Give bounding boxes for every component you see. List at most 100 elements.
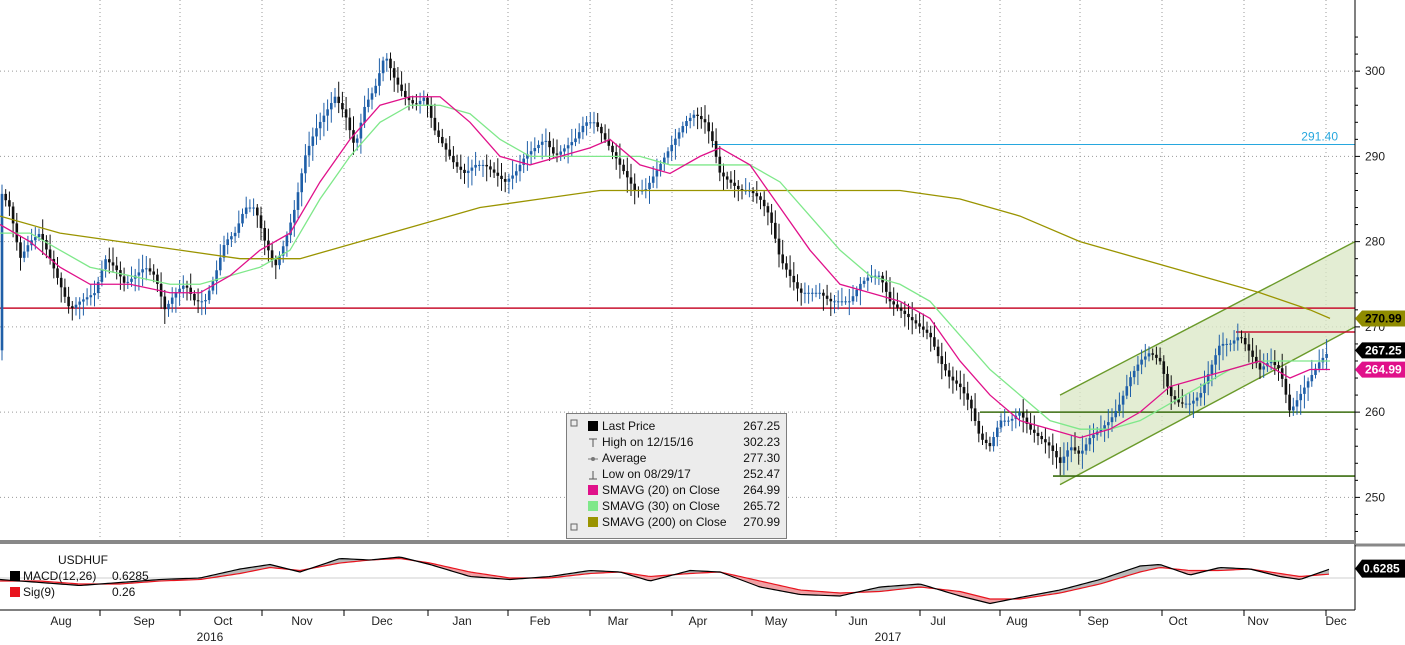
macd-histogram-fill bbox=[477, 573, 480, 578]
price-bar-body bbox=[378, 73, 381, 86]
channel-upper-line bbox=[1059, 241, 1356, 396]
panel-separator bbox=[0, 540, 1355, 544]
macd-histogram-fill bbox=[753, 579, 756, 586]
price-bar-body bbox=[515, 171, 518, 176]
macd-histogram-fill bbox=[828, 592, 831, 596]
price-bar-body bbox=[618, 158, 622, 165]
price-bar-body bbox=[1144, 356, 1147, 360]
price-bar-body bbox=[300, 173, 303, 193]
price-bar-body bbox=[452, 155, 455, 163]
price-bar-body bbox=[1070, 447, 1073, 451]
macd-histogram-fill bbox=[810, 590, 813, 595]
channel-lower-line bbox=[1059, 326, 1356, 486]
price-bar-body bbox=[848, 301, 851, 303]
price-bar-body bbox=[352, 130, 355, 143]
price-bar-body bbox=[910, 317, 914, 321]
price-bar-body bbox=[1288, 394, 1291, 411]
price-bar-body bbox=[1021, 412, 1025, 418]
price-bar-body bbox=[259, 215, 263, 228]
price-bar-body bbox=[496, 172, 500, 176]
legend-row-sma20: SMAVG (20) on Close 264.99 bbox=[567, 482, 786, 498]
price-bar-body bbox=[333, 96, 337, 104]
macd-histogram-fill bbox=[759, 580, 762, 588]
macd-histogram-fill bbox=[786, 586, 789, 593]
trend-channel bbox=[1059, 241, 1356, 486]
macd-histogram-fill bbox=[342, 558, 345, 563]
price-bar-body bbox=[389, 58, 392, 69]
macd-histogram-fill bbox=[903, 585, 906, 589]
price-bar-body bbox=[193, 293, 196, 301]
price-bar-body bbox=[533, 148, 537, 152]
price-bar-body bbox=[840, 301, 844, 303]
price-bar-body bbox=[677, 132, 681, 139]
price-bar-body bbox=[503, 178, 507, 182]
price-bar-body bbox=[307, 145, 311, 156]
price-bar-body bbox=[648, 182, 651, 190]
price-bar-body bbox=[955, 380, 958, 384]
price-bar-body bbox=[707, 122, 710, 132]
price-bar-body bbox=[681, 126, 685, 133]
price-bar-body bbox=[1277, 365, 1280, 369]
macd-histogram-fill bbox=[1122, 571, 1125, 578]
macd-histogram-fill bbox=[879, 586, 882, 592]
price-bar-body bbox=[278, 255, 281, 266]
price-bar-body bbox=[85, 297, 89, 300]
price-bar-body bbox=[441, 136, 444, 144]
price-bar-body bbox=[0, 193, 4, 351]
last-value-tag: 264.99 bbox=[1355, 361, 1405, 378]
price-bar-body bbox=[1269, 361, 1273, 364]
last-value-tag-bg bbox=[1355, 342, 1405, 359]
price-bar-body bbox=[1051, 445, 1055, 452]
macd-histogram-fill bbox=[777, 584, 780, 591]
price-bar-body bbox=[1262, 366, 1265, 370]
price-bar-body bbox=[892, 301, 895, 305]
price-bar-body bbox=[1321, 357, 1325, 363]
price-bar-body bbox=[659, 163, 662, 171]
month-label: Jan bbox=[452, 614, 471, 628]
macd-histogram-fill bbox=[237, 569, 240, 574]
price-bar-body bbox=[256, 207, 259, 216]
macd-histogram-fill bbox=[1116, 573, 1119, 580]
price-bar-body bbox=[74, 304, 78, 308]
price-bar-body bbox=[629, 177, 633, 184]
macd-last-value-text: 0.6285 bbox=[1363, 562, 1400, 576]
price-bar-body bbox=[326, 109, 329, 116]
legend-row-low: Low on 08/29/17 252.47 bbox=[567, 466, 786, 482]
price-bar-body bbox=[914, 320, 918, 324]
price-bar-body bbox=[755, 193, 759, 197]
price-bar-body bbox=[984, 439, 988, 443]
price-bar-body bbox=[318, 121, 322, 129]
price-bar-body bbox=[1255, 356, 1258, 364]
price-bar-body bbox=[1310, 374, 1314, 382]
macd-histogram-fill bbox=[771, 583, 774, 590]
macd-label: MACD(12,26) bbox=[23, 569, 97, 583]
price-bar-body bbox=[526, 154, 529, 159]
price-bar-body bbox=[19, 242, 22, 258]
legend-collapse-icons[interactable] bbox=[570, 416, 579, 536]
price-bar-body bbox=[651, 176, 655, 183]
price-bar-body bbox=[999, 420, 1003, 428]
price-bar-body bbox=[1181, 402, 1184, 404]
macd-histogram-fill bbox=[909, 584, 912, 589]
month-label: Sep bbox=[133, 614, 155, 628]
month-label: Mar bbox=[608, 614, 629, 628]
price-bar-body bbox=[141, 269, 144, 273]
price-bar-body bbox=[230, 236, 233, 240]
price-bar-body bbox=[1073, 447, 1077, 451]
macd-histogram-fill bbox=[984, 597, 987, 603]
price-bar-body bbox=[666, 151, 670, 158]
price-bar-body bbox=[448, 149, 451, 156]
month-label: Aug bbox=[1006, 614, 1027, 628]
macd-histogram-fill bbox=[474, 572, 477, 578]
price-bar-body bbox=[1125, 386, 1129, 396]
macd-histogram-fill bbox=[1131, 568, 1134, 575]
macd-histogram-fill bbox=[816, 591, 819, 596]
price-bar-body bbox=[196, 300, 200, 302]
macd-histogram-fill bbox=[831, 592, 834, 596]
macd-histogram-fill bbox=[243, 568, 246, 573]
price-bar-body bbox=[685, 121, 688, 127]
price-bar-body bbox=[45, 240, 48, 250]
price-bar-body bbox=[1218, 345, 1221, 356]
price-bar-body bbox=[204, 300, 207, 302]
year-label: 2017 bbox=[875, 630, 902, 644]
